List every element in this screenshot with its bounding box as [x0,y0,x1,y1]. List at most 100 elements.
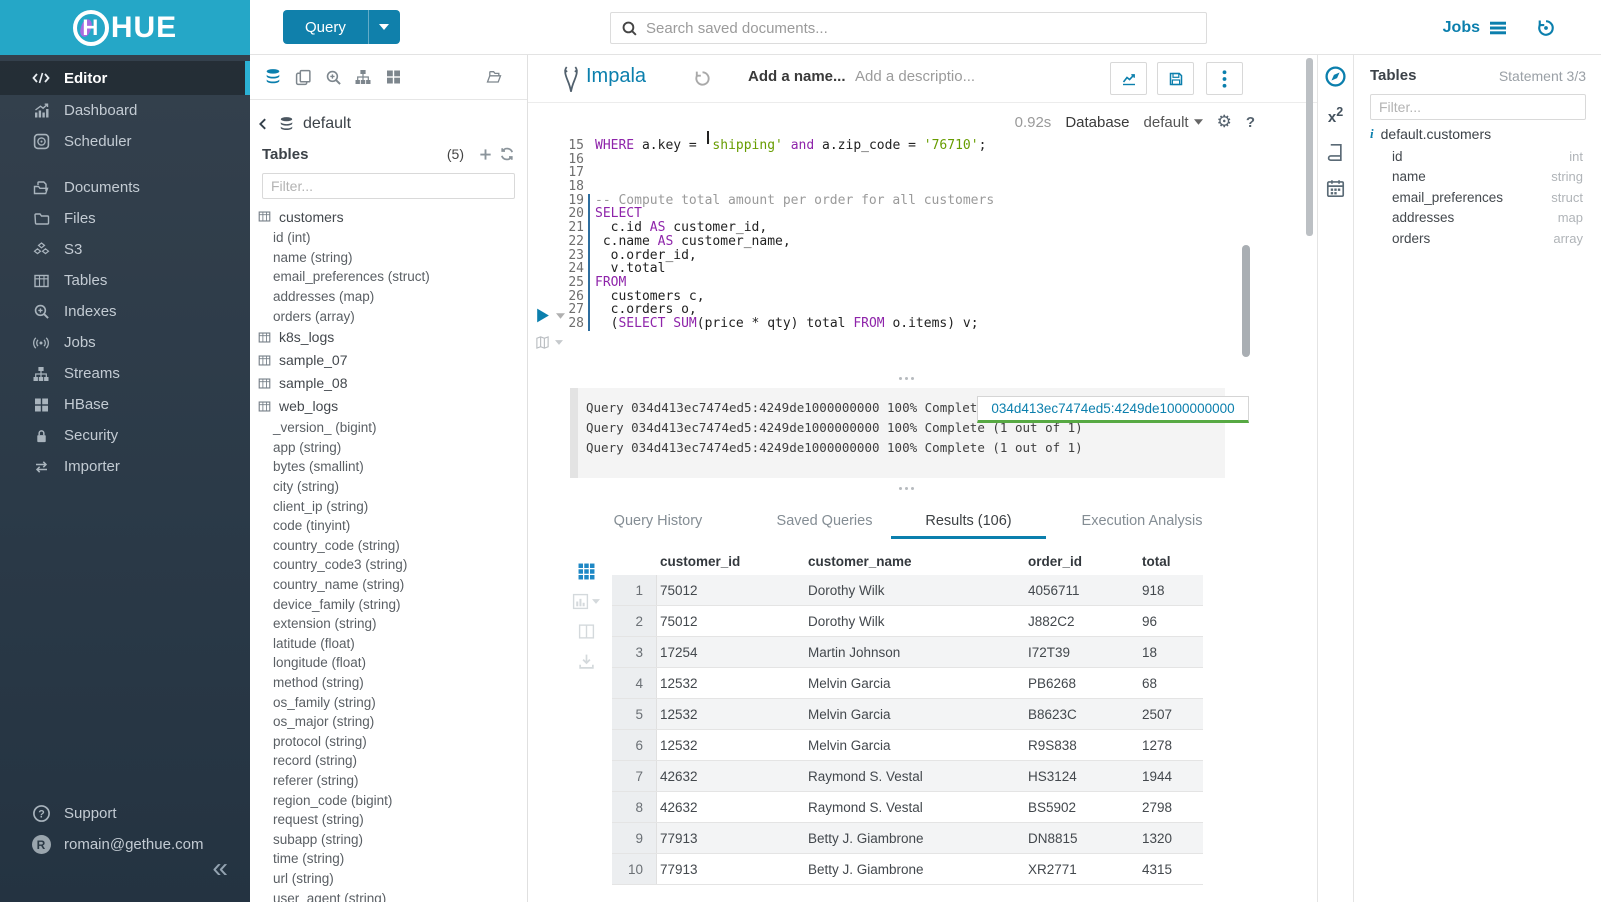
tab-saved-queries[interactable]: Saved Queries [776,513,873,529]
more-actions-button[interactable] [1206,62,1243,95]
right-filter-input[interactable] [1370,94,1586,120]
tree-column[interactable]: time (string) [273,851,345,867]
tree-column[interactable]: longitude (float) [273,655,367,671]
tree-column[interactable]: id (int) [273,230,311,246]
sidebar-footer-support[interactable]: ? Support [0,798,250,829]
table-row[interactable]: 5 12532 Melvin Garcia B8623C 2507 [612,699,1203,730]
tree-column[interactable]: extension (string) [273,616,377,632]
save-button[interactable] [1157,62,1194,95]
jobs-link[interactable]: Jobs [1443,19,1508,37]
tree-column[interactable]: email_preferences (struct) [273,269,430,285]
run-options-caret[interactable] [556,313,565,319]
sitemap-icon[interactable] [348,69,378,85]
sidebar-item-streams[interactable]: Streams [0,358,250,389]
tab-execution-analysis[interactable]: Execution Analysis [1081,513,1203,529]
editor-scrollbar[interactable] [1242,245,1250,357]
table-row[interactable]: 1 75012 Dorothy Wilk 4056711 918 [612,575,1203,606]
columns-view-icon[interactable] [578,623,595,640]
results-column-header[interactable]: customer_id [660,553,741,569]
page-scrollbar[interactable] [1306,58,1313,236]
sidebar-item-jobs[interactable]: Jobs [0,327,250,358]
table-row[interactable]: 10 77913 Betty J. Giambrone XR2771 4315 [612,854,1203,885]
open-folder-icon[interactable] [479,69,509,85]
query-history-icon[interactable] [1536,18,1556,38]
tree-column[interactable]: city (string) [273,479,340,495]
tree-table-k8s_logs[interactable]: k8s_logs [250,326,527,349]
table-row[interactable]: 4 12532 Melvin Garcia PB6268 68 [612,668,1203,699]
engine-title[interactable]: Impala [586,65,647,87]
download-icon[interactable] [578,653,595,670]
tree-column[interactable]: protocol (string) [273,733,367,749]
table-row[interactable]: 3 17254 Martin Johnson I72T39 18 [612,637,1203,668]
tree-column[interactable]: user_agent (string) [273,890,387,902]
query-description-placeholder[interactable]: Add a descriptio... [855,68,976,85]
tree-column[interactable]: record (string) [273,753,358,769]
sidebar-item-files[interactable]: Files [0,203,250,234]
databases-icon[interactable] [258,68,288,86]
tab-results-106-[interactable]: Results (106) [891,505,1046,539]
right-column-row[interactable]: orders array [1355,228,1601,249]
settings-gear-icon[interactable]: ⚙ [1216,112,1232,131]
sidebar-item-tables[interactable]: Tables [0,265,250,296]
sidebar-item-documents[interactable]: Documents [0,172,250,203]
book-icon[interactable] [1326,143,1345,162]
hue-logo[interactable]: H HUE [0,0,250,55]
code-line[interactable]: 16 [528,152,1243,167]
code-line[interactable]: 27 c.orders o, [528,303,1243,317]
sidebar-item-s3[interactable]: S3 [0,234,250,265]
snippet-history-icon[interactable] [693,69,712,88]
tree-column[interactable]: os_family (string) [273,694,376,710]
tree-column[interactable]: method (string) [273,674,364,690]
help-icon[interactable]: ? [1245,113,1255,131]
search-bar[interactable] [610,12,1207,44]
code-line[interactable]: 28 (SELECT SUM(price * qty) total FROM o… [528,317,1243,331]
results-column-header[interactable]: order_id [1028,553,1083,569]
code-line[interactable]: 23 o.order_id, [528,248,1243,263]
sidebar-item-indexes[interactable]: Indexes [0,296,250,327]
database-breadcrumb[interactable]: default [256,109,527,139]
right-column-row[interactable]: addresses map [1355,208,1601,229]
code-line[interactable]: 17 [528,166,1243,180]
tables-filter-input[interactable] [262,173,515,199]
code-line[interactable]: 21 c.id AS customer_id, [528,221,1243,235]
run-query-button[interactable] [534,307,551,324]
code-line[interactable]: 20 SELECT [528,207,1243,221]
resize-handle[interactable] [894,487,918,490]
tree-column[interactable]: name (string) [273,249,353,265]
chart-settings-button[interactable] [1110,62,1147,95]
right-column-row[interactable]: id int [1355,146,1601,167]
tree-table-sample_08[interactable]: sample_08 [250,372,527,395]
editor-presentation-icon[interactable] [534,335,563,350]
tree-table-sample_07[interactable]: sample_07 [250,349,527,372]
table-row[interactable]: 9 77913 Betty J. Giambrone DN8815 1320 [612,823,1203,854]
tree-column[interactable]: country_code (string) [273,537,400,553]
functions-superscript-icon[interactable]: x2 [1327,105,1344,126]
tree-column[interactable]: device_family (string) [273,596,401,612]
tree-table-web_logs[interactable]: web_logs [250,395,527,418]
tree-column[interactable]: request (string) [273,812,364,828]
sidebar-item-hbase[interactable]: HBase [0,389,250,420]
tree-column[interactable]: subapp (string) [273,831,364,847]
tree-column[interactable]: referer (string) [273,772,359,788]
sidebar-item-security[interactable]: Security [0,420,250,451]
right-column-row[interactable]: name string [1355,167,1601,188]
refresh-icon[interactable] [499,146,515,162]
info-icon[interactable]: i [1370,126,1374,141]
sidebar-item-importer[interactable]: Importer [0,451,250,482]
code-line[interactable]: 18 [528,180,1243,194]
search-input[interactable] [646,19,1196,37]
log-scroll-grip[interactable] [570,388,578,478]
results-column-header[interactable]: total [1142,553,1171,569]
sidebar-collapse-button[interactable]: « [212,852,228,883]
results-column-header[interactable]: customer_name [808,553,912,569]
tree-column[interactable]: app (string) [273,439,342,455]
compass-icon[interactable] [1324,65,1347,88]
tree-column[interactable]: client_ip (string) [273,498,369,514]
table-row[interactable]: 6 12532 Melvin Garcia R9S838 1278 [612,730,1203,761]
code-line[interactable]: 19 -- Compute total amount per order for … [528,193,1243,208]
tree-column[interactable]: latitude (float) [273,635,355,651]
query-id-tooltip[interactable]: 034d413ec7474ed5:4249de1000000000 [977,396,1249,423]
tree-column[interactable]: country_code3 (string) [273,557,408,573]
code-line[interactable]: 24 v.total [528,262,1243,276]
